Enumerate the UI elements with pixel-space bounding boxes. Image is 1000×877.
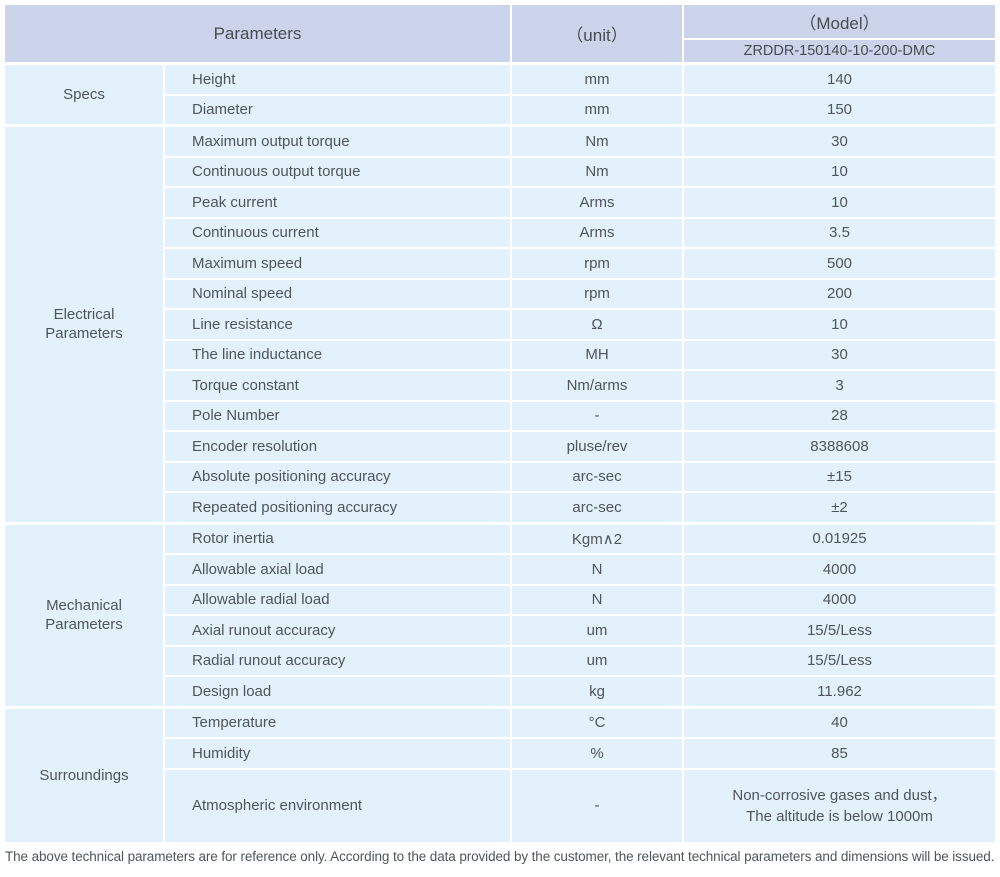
param-label: Maximum output torque [165, 127, 510, 156]
param-label: Axial runout accuracy [165, 616, 510, 645]
param-value: ±2 [684, 493, 995, 522]
param-value: 15/5/Less [684, 646, 995, 675]
param-label: Encoder resolution [165, 432, 510, 461]
param-unit: Nm [512, 127, 682, 156]
param-unit: Arms [512, 218, 682, 247]
group-label-electrical: Electrical Parameters [5, 127, 163, 522]
param-unit: arc-sec [512, 462, 682, 491]
footnote: The above technical parameters are for r… [5, 848, 995, 864]
param-label: Peak current [165, 188, 510, 217]
param-unit: mm [512, 65, 682, 94]
param-unit: N [512, 585, 682, 614]
param-value: 10 [684, 188, 995, 217]
group-label-mechanical: Mechanical Parameters [5, 524, 163, 706]
param-label: Allowable axial load [165, 555, 510, 584]
param-value: 500 [684, 249, 995, 278]
param-value: ±15 [684, 462, 995, 491]
param-label: Continuous current [165, 218, 510, 247]
param-label: Height [165, 65, 510, 94]
param-unit: - [512, 769, 682, 842]
param-unit: pluse/rev [512, 432, 682, 461]
param-unit: Kgm∧2 [512, 524, 682, 553]
param-unit: Nm/arms [512, 371, 682, 400]
param-unit: - [512, 401, 682, 430]
param-label: Allowable radial load [165, 585, 510, 614]
group-label-surroundings: Surroundings [5, 708, 163, 842]
param-unit: kg [512, 677, 682, 706]
param-value: 150 [684, 95, 995, 124]
param-value: 30 [684, 340, 995, 369]
param-value: 85 [684, 739, 995, 768]
param-unit: rpm [512, 279, 682, 308]
table-header: Parameters （unit） （Model） ZRDDR-150140-1… [5, 5, 995, 62]
param-value: Non-corrosive gases and dust， The altitu… [684, 769, 995, 842]
param-value: 11.962 [684, 677, 995, 706]
param-value: 3 [684, 371, 995, 400]
param-label: Repeated positioning accuracy [165, 493, 510, 522]
param-label: Temperature [165, 708, 510, 737]
param-value: 30 [684, 127, 995, 156]
param-label: Diameter [165, 95, 510, 124]
param-unit: mm [512, 95, 682, 124]
param-value: 140 [684, 65, 995, 94]
param-value: 15/5/Less [684, 616, 995, 645]
param-label: Humidity [165, 739, 510, 768]
param-value: 3.5 [684, 218, 995, 247]
group-label-specs: Specs [5, 65, 163, 124]
param-label: Nominal speed [165, 279, 510, 308]
param-unit: Nm [512, 157, 682, 186]
param-unit: arc-sec [512, 493, 682, 522]
param-label: Line resistance [165, 310, 510, 339]
param-unit: um [512, 616, 682, 645]
param-value: 10 [684, 157, 995, 186]
param-value: 0.01925 [684, 524, 995, 553]
header-model-code: ZRDDR-150140-10-200-DMC [684, 40, 995, 62]
param-unit: Ω [512, 310, 682, 339]
param-unit: um [512, 646, 682, 675]
param-label: Design load [165, 677, 510, 706]
param-value: 4000 [684, 555, 995, 584]
param-unit: rpm [512, 249, 682, 278]
param-label: Torque constant [165, 371, 510, 400]
param-label: The line inductance [165, 340, 510, 369]
param-label: Pole Number [165, 401, 510, 430]
param-label: Absolute positioning accuracy [165, 462, 510, 491]
param-value: 10 [684, 310, 995, 339]
param-unit: MH [512, 340, 682, 369]
header-model: （Model） [684, 5, 995, 38]
header-parameters: Parameters [5, 5, 510, 62]
param-unit: N [512, 555, 682, 584]
param-label: Continuous output torque [165, 157, 510, 186]
param-value: 4000 [684, 585, 995, 614]
param-label: Rotor inertia [165, 524, 510, 553]
param-value: 200 [684, 279, 995, 308]
section-mechanical: Mechanical Parameters Rotor inertia Kgm∧… [5, 524, 995, 706]
param-label: Radial runout accuracy [165, 646, 510, 675]
param-label: Maximum speed [165, 249, 510, 278]
param-value: 28 [684, 401, 995, 430]
param-unit: °C [512, 708, 682, 737]
section-electrical: Electrical Parameters Maximum output tor… [5, 127, 995, 522]
param-value: 8388608 [684, 432, 995, 461]
param-unit: Arms [512, 188, 682, 217]
param-label: Atmospheric environment [165, 769, 510, 842]
param-value: 40 [684, 708, 995, 737]
param-unit: % [512, 739, 682, 768]
section-specs: Specs Height mm 140 Diameter mm 150 [5, 65, 995, 124]
section-surroundings: Surroundings Temperature °C 40 Humidity … [5, 708, 995, 842]
header-unit: （unit） [512, 5, 682, 62]
